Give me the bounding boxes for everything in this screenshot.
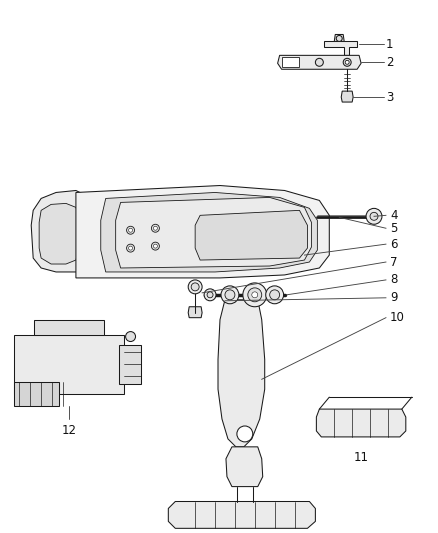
Text: 3: 3: [386, 91, 393, 103]
Polygon shape: [119, 344, 141, 384]
Text: 11: 11: [353, 451, 369, 464]
Polygon shape: [226, 447, 263, 487]
Circle shape: [345, 60, 349, 64]
Text: 12: 12: [61, 424, 77, 437]
Circle shape: [153, 226, 157, 230]
Polygon shape: [188, 307, 202, 318]
Polygon shape: [31, 190, 89, 272]
Text: 1: 1: [386, 38, 393, 51]
Polygon shape: [316, 409, 406, 437]
Circle shape: [225, 290, 235, 300]
Polygon shape: [76, 185, 329, 278]
Polygon shape: [278, 55, 361, 69]
Circle shape: [237, 426, 253, 442]
Polygon shape: [14, 382, 59, 406]
Polygon shape: [282, 58, 300, 67]
Polygon shape: [334, 35, 344, 42]
Polygon shape: [324, 42, 357, 55]
Polygon shape: [39, 204, 79, 264]
Polygon shape: [218, 300, 265, 447]
Text: 4: 4: [390, 209, 397, 222]
Text: 8: 8: [390, 273, 397, 286]
Polygon shape: [168, 502, 315, 528]
Circle shape: [127, 244, 134, 252]
Circle shape: [315, 58, 323, 66]
Circle shape: [366, 208, 382, 224]
Circle shape: [129, 246, 133, 250]
Polygon shape: [34, 320, 104, 335]
Circle shape: [248, 288, 262, 302]
Polygon shape: [195, 211, 307, 260]
Circle shape: [252, 292, 258, 298]
Polygon shape: [341, 91, 353, 102]
Polygon shape: [101, 192, 318, 272]
Circle shape: [370, 212, 378, 220]
Circle shape: [207, 292, 213, 298]
Circle shape: [129, 228, 133, 232]
Circle shape: [127, 226, 134, 234]
Circle shape: [191, 283, 199, 291]
Circle shape: [336, 36, 342, 42]
Circle shape: [204, 289, 216, 301]
Circle shape: [243, 283, 267, 307]
Circle shape: [153, 244, 157, 248]
Text: 7: 7: [390, 255, 397, 269]
Circle shape: [221, 286, 239, 304]
Circle shape: [270, 290, 279, 300]
Polygon shape: [116, 197, 311, 268]
Circle shape: [343, 58, 351, 66]
Text: 6: 6: [390, 238, 397, 251]
Circle shape: [152, 224, 159, 232]
Text: 2: 2: [386, 56, 393, 69]
Text: 5: 5: [390, 222, 397, 235]
Circle shape: [266, 286, 283, 304]
Circle shape: [188, 280, 202, 294]
Circle shape: [152, 242, 159, 250]
Text: 9: 9: [390, 292, 397, 304]
Circle shape: [126, 332, 135, 342]
Polygon shape: [14, 335, 124, 394]
Text: 10: 10: [390, 311, 405, 324]
